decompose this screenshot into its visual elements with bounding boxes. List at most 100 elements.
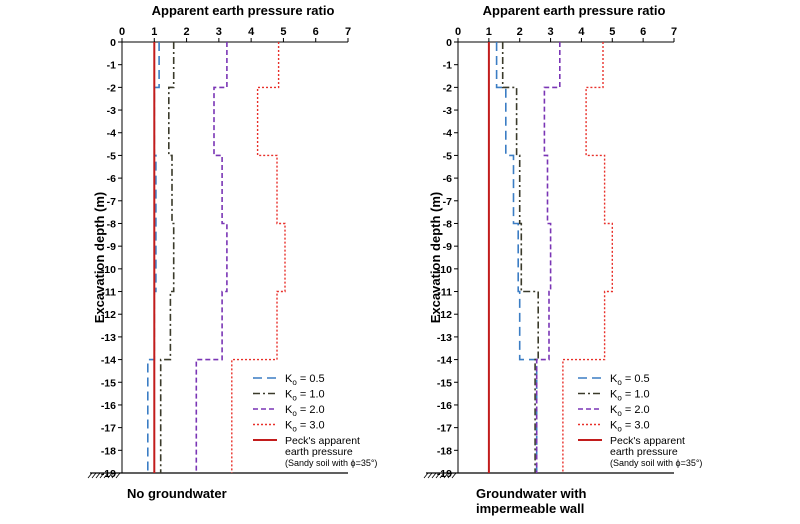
x-tick-label: 5 xyxy=(280,26,286,38)
ground-hatch xyxy=(87,472,93,479)
ground-hatch xyxy=(431,472,437,479)
legend-label: (Sandy soil with ϕ=35°) xyxy=(285,458,377,468)
y-tick-label: -2 xyxy=(107,82,116,94)
y-axis-label: Excavation depth (m) xyxy=(428,192,443,323)
ground-hatch xyxy=(435,472,441,479)
y-tick-label: -14 xyxy=(437,355,452,367)
x-tick-label: 1 xyxy=(486,26,492,38)
legend-label: Peck's apparent xyxy=(285,435,360,447)
x-tick-label: 3 xyxy=(548,26,554,38)
ground-hatch xyxy=(427,472,433,479)
ground-hatch xyxy=(91,472,97,479)
y-tick-label: -11 xyxy=(437,287,452,299)
y-tick-label: -4 xyxy=(107,128,116,140)
ground-hatch xyxy=(423,472,429,479)
chart-caption: impermeable wall xyxy=(476,501,584,516)
legend-label: (Sandy soil with ϕ=35°) xyxy=(610,458,702,468)
chart-caption: Groundwater with xyxy=(476,486,587,501)
y-tick-label: -16 xyxy=(437,400,452,412)
chart-1: Apparent earth pressure ratio 0 1 2 3 4 5 6 7 0 -1… xyxy=(87,3,377,501)
legend-label: Peck's apparent xyxy=(610,435,685,447)
legend-label: Ko = 2.0 xyxy=(285,404,325,418)
ground-hatch xyxy=(103,472,109,479)
y-tick-label: -6 xyxy=(443,173,452,185)
y-tick-label: -14 xyxy=(101,355,116,367)
y-tick-label: -7 xyxy=(443,196,452,208)
legend-label: Ko = 1.0 xyxy=(610,389,650,403)
y-tick-label: -15 xyxy=(437,377,452,389)
y-tick-label: -1 xyxy=(443,60,452,72)
y-tick-label: -15 xyxy=(101,377,116,389)
legend-label: earth pressure xyxy=(610,446,678,458)
series-line xyxy=(195,42,228,473)
x-tick-label: 2 xyxy=(184,26,190,38)
y-tick-label: -10 xyxy=(101,264,116,276)
chart-title: Apparent earth pressure ratio xyxy=(152,3,335,18)
y-tick-label: -5 xyxy=(443,150,452,162)
y-tick-label: -8 xyxy=(107,218,116,230)
series-line xyxy=(562,42,613,473)
y-tick-label: -3 xyxy=(107,105,116,117)
x-tick-label: 7 xyxy=(671,26,677,38)
y-tick-label: -1 xyxy=(107,60,116,72)
legend-label: earth pressure xyxy=(285,446,353,458)
y-tick-label: -11 xyxy=(101,287,116,299)
y-tick-label: -18 xyxy=(437,445,452,457)
chart-caption: No groundwater xyxy=(127,486,227,501)
y-tick-label: -6 xyxy=(107,173,116,185)
x-tick-label: 7 xyxy=(345,26,351,38)
y-tick-label: -9 xyxy=(443,241,452,253)
series-line xyxy=(159,42,175,473)
chart-title: Apparent earth pressure ratio xyxy=(483,3,666,18)
y-tick-label: -8 xyxy=(443,218,452,230)
x-tick-label: 4 xyxy=(248,26,255,38)
legend-label: Ko = 3.0 xyxy=(610,420,650,434)
y-tick-label: -4 xyxy=(443,128,452,140)
y-tick-label: -18 xyxy=(101,445,116,457)
legend-label: Ko = 0.5 xyxy=(285,373,325,387)
chart-2: Apparent earth pressure ratio 0 1 2 3 4 5 6 7 0 -1… xyxy=(423,3,702,516)
ground-hatch xyxy=(115,472,121,479)
legend-label: Ko = 1.0 xyxy=(285,389,325,403)
series-line xyxy=(495,42,538,473)
ground-hatch xyxy=(107,472,113,479)
x-tick-label: 0 xyxy=(455,26,461,38)
y-tick-label: -10 xyxy=(437,264,452,276)
x-tick-label: 4 xyxy=(578,26,585,38)
ground-hatch xyxy=(111,472,117,479)
x-tick-label: 2 xyxy=(517,26,523,38)
y-tick-label: -9 xyxy=(107,241,116,253)
legend-label: Ko = 3.0 xyxy=(285,420,325,434)
legend-label: Ko = 2.0 xyxy=(610,404,650,418)
y-tick-label: 0 xyxy=(446,37,452,49)
ground-hatch xyxy=(99,472,105,479)
y-tick-label: -12 xyxy=(437,309,452,321)
y-tick-label: -13 xyxy=(101,332,116,344)
x-tick-label: 1 xyxy=(151,26,157,38)
series-line xyxy=(535,42,561,473)
ground-hatch xyxy=(443,472,449,479)
y-tick-label: -7 xyxy=(107,196,116,208)
y-tick-label: -5 xyxy=(107,150,116,162)
x-tick-label: 3 xyxy=(216,26,222,38)
y-tick-label: -17 xyxy=(437,423,452,435)
ground-hatch xyxy=(95,472,101,479)
legend-label: Ko = 0.5 xyxy=(610,373,650,387)
y-tick-label: -2 xyxy=(443,82,452,94)
x-tick-label: 0 xyxy=(119,26,125,38)
y-tick-label: -17 xyxy=(101,423,116,435)
series-line xyxy=(231,42,286,473)
series-line xyxy=(501,42,539,473)
y-tick-label: -16 xyxy=(101,400,116,412)
y-tick-label: -12 xyxy=(101,309,116,321)
x-tick-label: 6 xyxy=(640,26,646,38)
x-tick-label: 6 xyxy=(313,26,319,38)
y-tick-label: -3 xyxy=(443,105,452,117)
ground-hatch xyxy=(439,472,445,479)
series-line xyxy=(147,42,160,473)
y-tick-label: -13 xyxy=(437,332,452,344)
y-tick-label: 0 xyxy=(110,37,116,49)
x-tick-label: 5 xyxy=(609,26,615,38)
